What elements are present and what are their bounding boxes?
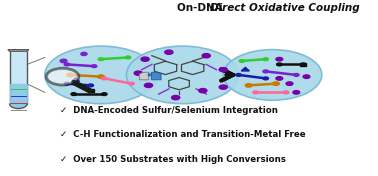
- Circle shape: [67, 73, 74, 77]
- Circle shape: [81, 52, 87, 55]
- Circle shape: [294, 74, 299, 76]
- Circle shape: [172, 96, 180, 100]
- Circle shape: [236, 74, 241, 76]
- Circle shape: [284, 91, 289, 94]
- Polygon shape: [71, 78, 79, 81]
- Polygon shape: [300, 63, 306, 66]
- Circle shape: [46, 68, 79, 85]
- Circle shape: [60, 59, 67, 63]
- Circle shape: [245, 84, 252, 87]
- Polygon shape: [241, 67, 249, 71]
- Wedge shape: [9, 103, 27, 108]
- Circle shape: [303, 75, 310, 78]
- Circle shape: [71, 93, 76, 96]
- Text: ✓  Over 150 Substrates with High Conversions: ✓ Over 150 Substrates with High Conversi…: [60, 155, 286, 164]
- Circle shape: [263, 77, 268, 80]
- Polygon shape: [88, 89, 94, 92]
- Text: Direct Oxidative Coupling: Direct Oxidative Coupling: [210, 3, 359, 13]
- Circle shape: [293, 91, 300, 94]
- Circle shape: [301, 63, 306, 66]
- Circle shape: [126, 46, 239, 104]
- Circle shape: [141, 57, 149, 61]
- Text: On-DNA: On-DNA: [177, 3, 227, 13]
- Circle shape: [276, 57, 283, 61]
- Circle shape: [102, 93, 107, 96]
- Circle shape: [286, 82, 293, 85]
- Circle shape: [223, 50, 322, 100]
- Circle shape: [263, 58, 268, 61]
- Circle shape: [125, 56, 131, 59]
- Circle shape: [202, 54, 210, 58]
- Circle shape: [134, 71, 143, 75]
- Polygon shape: [148, 72, 161, 80]
- Polygon shape: [9, 51, 27, 103]
- Circle shape: [273, 82, 279, 85]
- Polygon shape: [8, 50, 29, 51]
- Circle shape: [199, 89, 207, 93]
- Text: ✓  DNA-Encoded Sulfur/Selenium Integration: ✓ DNA-Encoded Sulfur/Selenium Integratio…: [60, 106, 278, 115]
- Circle shape: [98, 58, 104, 61]
- Circle shape: [98, 75, 104, 78]
- Text: ✓  C-H Functionalization and Transition-Metal Free: ✓ C-H Functionalization and Transition-M…: [60, 130, 306, 139]
- Circle shape: [129, 82, 134, 85]
- Circle shape: [239, 59, 245, 62]
- Polygon shape: [139, 72, 152, 80]
- Circle shape: [64, 82, 70, 85]
- Circle shape: [45, 46, 157, 104]
- Circle shape: [64, 63, 70, 66]
- Circle shape: [263, 70, 268, 73]
- Circle shape: [219, 68, 227, 72]
- Circle shape: [219, 85, 227, 89]
- Circle shape: [102, 77, 107, 80]
- Circle shape: [91, 65, 97, 68]
- Circle shape: [88, 84, 93, 87]
- Circle shape: [276, 77, 283, 80]
- Circle shape: [277, 63, 282, 66]
- Circle shape: [144, 83, 153, 87]
- Circle shape: [165, 50, 173, 54]
- Circle shape: [253, 91, 258, 94]
